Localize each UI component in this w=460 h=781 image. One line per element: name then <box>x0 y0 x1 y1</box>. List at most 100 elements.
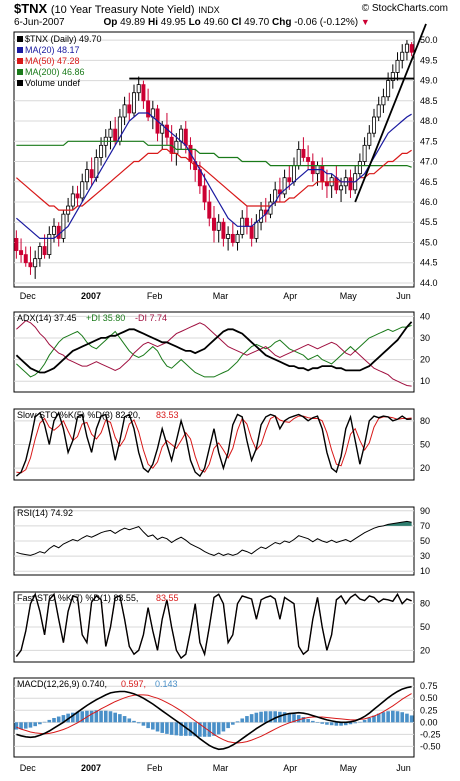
x-tick-label: Jun <box>396 291 411 301</box>
macd-histogram-bar <box>235 721 240 723</box>
macd-histogram-bar <box>216 722 221 735</box>
x-tick-label: May <box>340 763 358 773</box>
y-tick-label: -0.50 <box>420 741 441 751</box>
candle-body <box>287 177 292 183</box>
candle-body <box>235 233 240 243</box>
candle-body <box>409 44 414 53</box>
legend-entry: 83.53 <box>156 410 179 420</box>
candle-body <box>226 233 231 239</box>
macd-histogram-bar <box>315 722 320 723</box>
y-tick-label: 30 <box>420 551 430 561</box>
macd-histogram-bar <box>386 711 390 723</box>
candle-body <box>75 193 80 199</box>
candle-body <box>221 221 226 239</box>
y-tick-label: 45.0 <box>420 237 438 247</box>
y-tick-label: 44.5 <box>420 258 438 268</box>
macd-histogram-bar <box>198 722 202 737</box>
change-value: -0.06 (-0.12%) <box>294 17 359 28</box>
panel-rsi: 10 30 50 70 90 RSI(14) 74.92 <box>13 506 430 576</box>
macd-histogram-bar <box>38 722 42 725</box>
candle-body <box>207 201 212 219</box>
legend-entry: 0.597, <box>121 679 146 689</box>
macd-histogram-bar <box>268 711 273 723</box>
y-tick-label: 47.0 <box>420 157 438 167</box>
panel-frame <box>13 31 415 288</box>
y-tick-label: 0.25 <box>420 705 438 715</box>
legend-entry: -DI 7.74 <box>135 313 167 323</box>
watermark: © StockCharts.com <box>361 3 448 14</box>
candle-body <box>179 128 184 142</box>
candle-body <box>33 258 38 268</box>
y-tick-label: 46.0 <box>420 197 438 207</box>
legend-entry: MA(50) 47.28 <box>25 56 80 66</box>
macd-histogram-bar <box>221 722 226 732</box>
candle-body <box>367 132 372 146</box>
y-tick-label: 70 <box>420 521 430 531</box>
x-tick-label: 2007 <box>81 763 101 773</box>
macd-histogram-bar <box>409 715 414 723</box>
candle-body <box>80 181 85 199</box>
macd-histogram-bar <box>325 722 329 725</box>
y-tick-label: 50.0 <box>420 35 438 45</box>
macd-histogram-bar <box>52 717 56 723</box>
legend-entry: Slow STO %K(5) %D(3) 82.20, <box>17 410 140 420</box>
y-tick-label: -0.25 <box>420 729 441 739</box>
candle-body <box>381 96 386 106</box>
macd-histogram-bar <box>353 722 357 724</box>
legend-swatch <box>17 47 23 53</box>
macd-histogram-bar <box>127 718 132 723</box>
macd-histogram-bar <box>14 722 19 730</box>
macd-histogram-bar <box>367 717 372 723</box>
macd-histogram-bar <box>405 713 409 723</box>
panel-slowsto: 20 50 80 Slow STO %K(5) %D(3) 82.20, 83.53 <box>13 408 430 481</box>
macd-histogram-bar <box>108 711 113 723</box>
y-tick-label: 80 <box>420 599 430 609</box>
macd-histogram-bar <box>179 722 183 736</box>
open-value: 49.89 <box>120 17 146 28</box>
close-value: 49.70 <box>244 17 270 28</box>
plus-di-line <box>16 324 412 378</box>
candle-body <box>131 92 136 114</box>
macd-histogram-bar <box>42 721 47 723</box>
macd-histogram-bar <box>61 715 66 723</box>
candle-body <box>211 217 216 231</box>
legend-entry: MA(200) 46.86 <box>25 67 85 77</box>
candle-body <box>296 148 301 166</box>
macd-histogram-bar <box>362 719 367 723</box>
macd-histogram-bar <box>207 722 212 737</box>
exchange: INDX <box>198 5 220 15</box>
x-tick-label: Apr <box>283 291 297 301</box>
candle-body <box>254 221 259 239</box>
macd-histogram-bar <box>231 722 235 725</box>
macd-histogram-bar <box>169 722 174 735</box>
candle-body <box>301 148 306 158</box>
macd-histogram-bar <box>320 722 325 724</box>
candle-body <box>127 104 132 114</box>
candle-body <box>376 104 381 118</box>
candle-body <box>249 225 254 239</box>
y-tick-label: 48.0 <box>420 116 438 126</box>
candle-body <box>52 225 57 235</box>
macd-histogram-bar <box>151 722 155 730</box>
minus-di-line <box>16 320 412 387</box>
x-tick-label: Apr <box>283 763 297 773</box>
macd-histogram-bar <box>113 712 117 723</box>
macd-histogram-bar <box>212 722 216 736</box>
macd-histogram-bar <box>391 710 395 723</box>
y-tick-label: 49.0 <box>420 76 438 86</box>
macd-histogram-bar <box>19 722 23 730</box>
ma200-line <box>16 140 412 168</box>
y-tick-label: 90 <box>420 506 430 516</box>
y-tick-label: 48.5 <box>420 96 438 106</box>
candle-body <box>56 225 61 239</box>
y-tick-label: 10 <box>420 376 430 386</box>
x-tick-label: May <box>340 291 358 301</box>
macd-histogram-bar <box>141 722 146 726</box>
symbol: $TNX <box>14 1 48 16</box>
macd-histogram-bar <box>99 710 103 723</box>
candle-body <box>386 80 391 98</box>
slow-sto-d-line <box>16 415 412 474</box>
candle-body <box>136 84 141 94</box>
macd-histogram-bar <box>329 722 334 726</box>
